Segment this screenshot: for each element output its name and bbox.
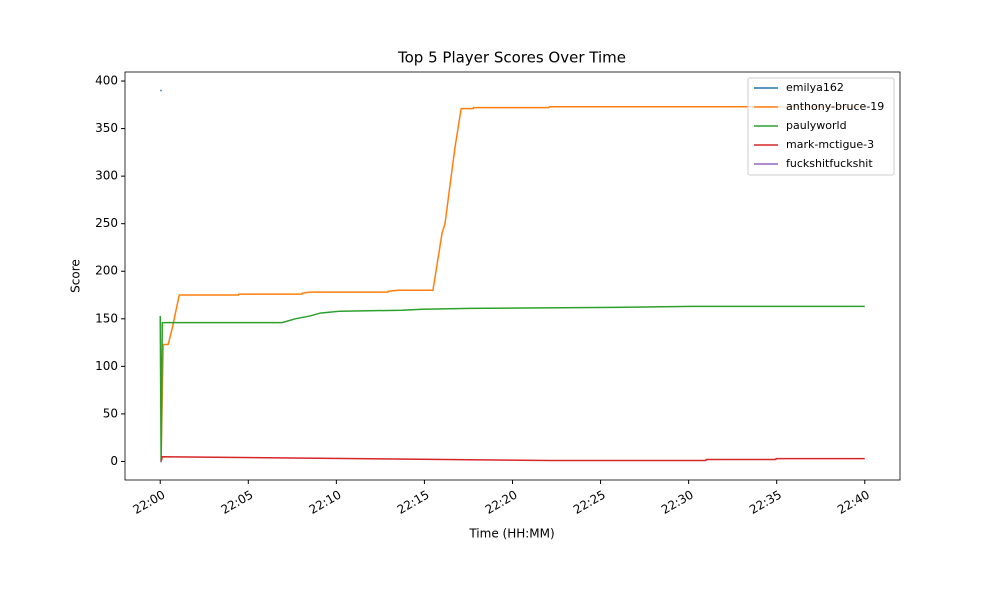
y-axis-label: Score xyxy=(69,259,83,293)
chart-title: Top 5 Player Scores Over Time xyxy=(397,49,626,67)
y-tick-label: 400 xyxy=(95,74,118,88)
y-tick-label: 200 xyxy=(95,264,118,278)
y-tick-label: 300 xyxy=(95,169,118,183)
legend-label: emilya162 xyxy=(786,81,844,94)
legend-box xyxy=(747,77,895,176)
y-tick-label: 100 xyxy=(95,359,118,373)
legend-label: mark-mctigue-3 xyxy=(786,138,874,151)
x-axis-label: Time (HH:MM) xyxy=(468,527,554,541)
legend-label: anthony-bruce-19 xyxy=(786,100,884,113)
x-tick-label: 22:15 xyxy=(395,488,432,517)
y-tick-label: 250 xyxy=(95,216,118,230)
x-tick-label: 22:00 xyxy=(131,488,168,517)
x-tick-label: 22:35 xyxy=(747,488,784,517)
x-tick-label: 22:05 xyxy=(219,488,256,517)
series-line xyxy=(160,455,865,462)
x-tick-label: 22:20 xyxy=(483,488,520,517)
plot-frame xyxy=(124,71,901,481)
x-tick-label: 22:30 xyxy=(659,488,696,517)
y-tick-label: 150 xyxy=(95,311,118,325)
x-tick-label: 22:25 xyxy=(571,488,608,517)
y-tick-label: 350 xyxy=(95,121,118,135)
series-line xyxy=(159,305,865,463)
y-tick-label: 50 xyxy=(103,406,118,420)
x-tick-label: 22:40 xyxy=(835,488,872,517)
x-tick-label: 22:10 xyxy=(307,488,344,517)
legend-label: paulyworld xyxy=(786,119,847,132)
y-tick-label: 0 xyxy=(110,454,118,468)
series-line xyxy=(160,105,865,462)
legend-label: fuckshitfuckshit xyxy=(786,157,873,170)
